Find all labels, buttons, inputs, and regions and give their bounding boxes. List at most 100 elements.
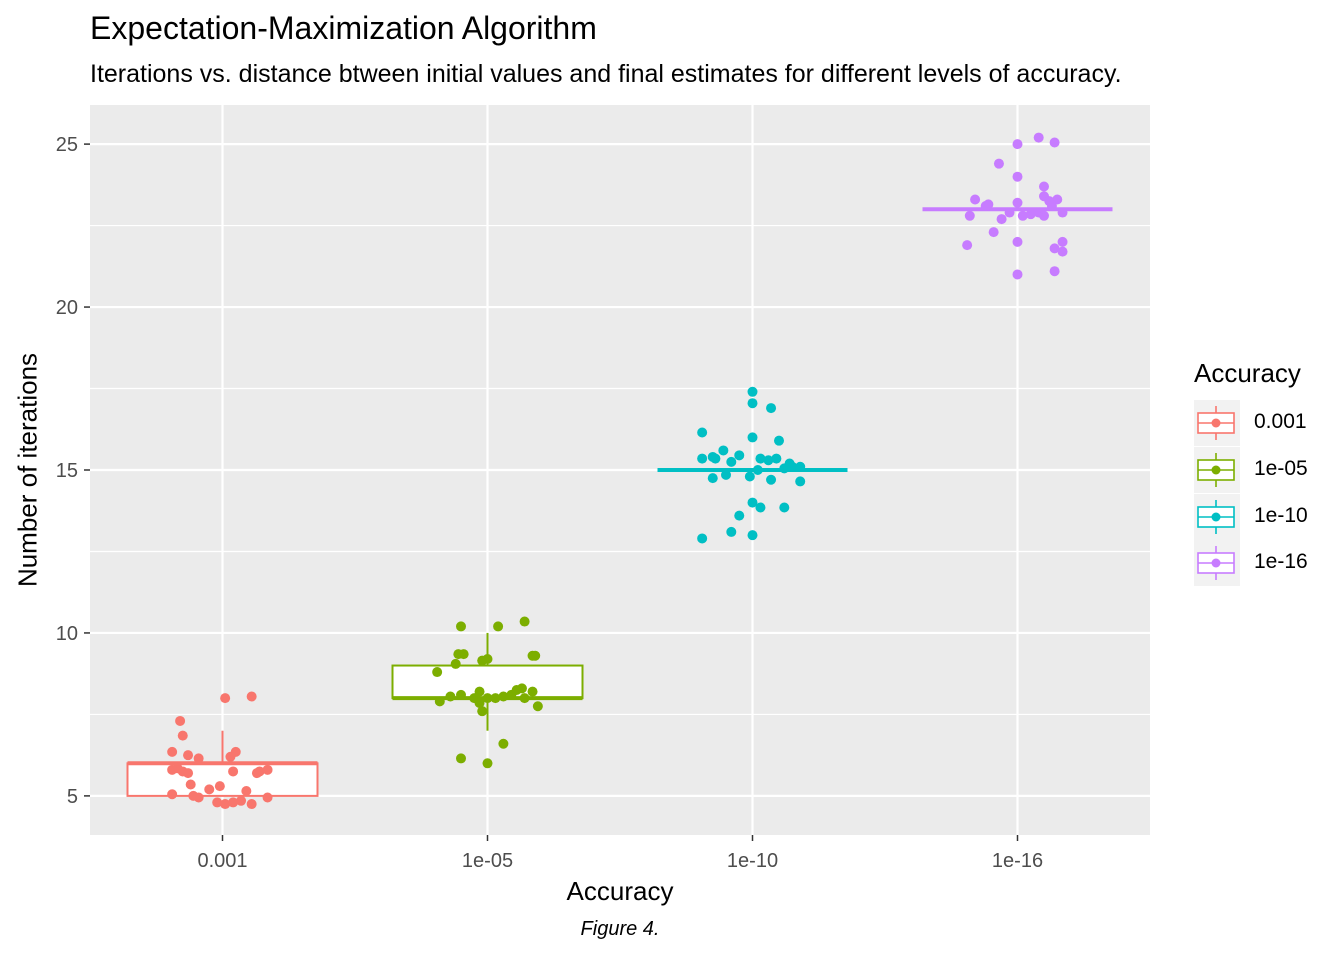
data-point [747,398,758,409]
data-point [697,453,708,464]
legend-key-point [1211,418,1221,428]
data-point [477,706,488,717]
data-point [519,693,530,704]
data-point [697,427,708,438]
data-point [988,227,999,238]
data-point [498,691,509,702]
data-point [962,240,973,251]
x-tick-label: 0.001 [197,850,247,872]
data-point [474,698,485,709]
data-point [795,476,806,487]
data-point [167,746,178,757]
data-point [774,435,784,446]
data-point [795,461,806,472]
data-point [474,686,485,697]
data-point [734,450,745,461]
data-point [183,768,194,779]
data-point [445,691,456,702]
data-point [1057,207,1068,218]
data-point [458,649,469,660]
minor-gridlines [90,224,1150,716]
y-tick-label: 10 [56,623,78,645]
x-tick-label: 1e-16 [992,850,1043,872]
data-point [1012,236,1023,247]
data-point [697,533,708,544]
data-point [1039,210,1049,221]
data-point [744,471,755,482]
data-point [498,738,509,749]
data-point [167,789,178,800]
data-point [212,797,223,808]
data-point [493,621,504,632]
data-point [1033,132,1044,143]
data-point [1004,207,1015,218]
data-point [766,403,777,414]
data-point [490,693,501,704]
data-point [228,797,239,808]
chart-title: Expectation-Maximization Algorithm [90,10,597,46]
data-point [771,453,782,464]
data-point [710,453,721,464]
legend-key-point [1211,465,1221,475]
data-point [246,691,257,702]
data-point [456,753,466,764]
data-point [747,432,758,443]
box-layer [126,207,1113,797]
data-point [1012,197,1023,208]
data-point [456,621,466,632]
data-point [779,463,790,474]
data-point [450,658,461,669]
y-tick-label: 20 [56,297,78,319]
data-point [482,758,493,769]
data-point [755,453,766,464]
data-point [530,650,541,661]
data-point [220,693,231,704]
data-point [236,795,247,806]
data-point [721,469,731,480]
legend-key-point [1211,558,1221,568]
data-point [1049,243,1060,254]
data-point [228,766,239,777]
data-point [262,792,273,803]
data-point [747,530,758,541]
data-point [747,386,758,397]
chart-subtitle: Iterations vs. distance btween initial v… [90,60,1122,88]
x-tick-label: 1e-05 [462,850,513,872]
data-point [726,456,737,467]
data-point [519,616,530,627]
data-point [1039,181,1049,192]
data-point [993,158,1004,169]
data-point [177,730,188,741]
data-point [996,214,1007,225]
data-point [175,715,186,726]
data-point [766,474,777,485]
data-point [787,461,798,472]
x-axis-label: Accuracy [566,876,674,906]
data-point [193,753,204,764]
data-point [707,473,718,484]
data-point [1012,269,1023,280]
data-point [763,455,774,466]
data-point [752,465,763,475]
data-point [482,654,493,665]
legend-label-3: 1e-16 [1254,550,1308,573]
data-point [1012,139,1023,150]
point-layer [167,132,1068,810]
legend-keys [1194,400,1240,586]
axis-layer: 5 10 15 20 25 0.001 1e-05 1e-10 1e-16 [56,134,1043,872]
data-point [983,199,994,210]
data-point [1049,137,1060,148]
data-point [204,784,215,795]
data-point [262,764,273,775]
legend-label-1: 1e-05 [1254,457,1308,480]
box-body [391,664,584,700]
x-tick-label: 1e-10 [727,850,778,872]
data-point [1052,194,1063,205]
box-body [126,762,319,797]
data-point [185,779,196,790]
data-point [532,701,543,712]
data-point [432,667,443,678]
legend-label-0: 0.001 [1254,410,1307,433]
legend-title: Accuracy [1194,358,1301,388]
data-point [1057,246,1068,257]
